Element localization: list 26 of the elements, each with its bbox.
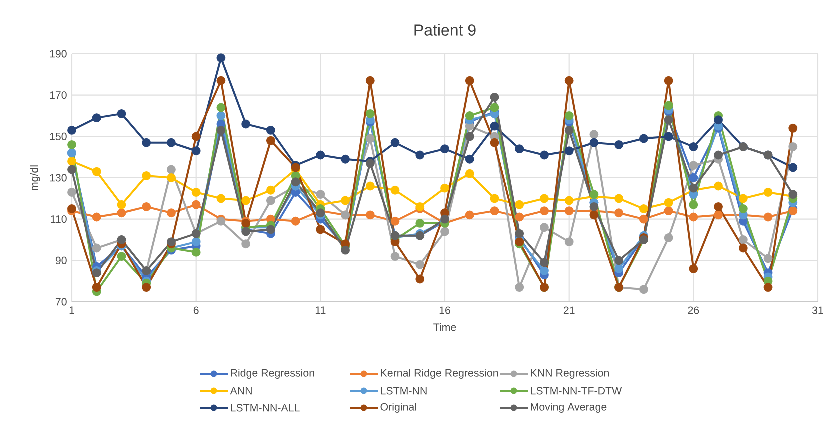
y-tick-label: 150 [50, 132, 67, 140]
x-tick-label: 26 [688, 306, 700, 314]
legend-label: LSTM-NN-TF-DTW [531, 387, 622, 395]
x-tick-label: 21 [564, 306, 575, 314]
y-axis-title: mg/dl [30, 166, 40, 190]
legend-label: ANN [230, 387, 252, 395]
legend-label: LSTM-NN [381, 387, 427, 395]
legend-label: Ridge Regression [231, 369, 314, 379]
x-tick-label: 11 [316, 306, 326, 314]
legend-label: Kernal Ridge Regression [381, 369, 498, 379]
y-tick-label: 190 [50, 50, 67, 58]
x-tick-label: 31 [812, 306, 824, 314]
legend-label: LSTM-NN-ALL [231, 404, 300, 412]
legend-label: Original [380, 403, 416, 413]
y-tick-label: 90 [56, 256, 67, 264]
x-tick-label: 16 [440, 306, 450, 314]
x-axis-title: Time [434, 323, 456, 332]
y-tick-label: 70 [56, 298, 67, 306]
y-tick-label: 130 [50, 174, 67, 182]
y-tick-label: 110 [51, 216, 67, 224]
chart-title: Patient 9 [414, 24, 476, 36]
legend-label: Moving Average [531, 403, 607, 413]
x-tick-label: 1 [70, 306, 74, 314]
legend-label: KNN Regression [531, 369, 610, 379]
y-tick-label: 170 [50, 92, 67, 100]
x-tick-label: 6 [194, 306, 199, 314]
